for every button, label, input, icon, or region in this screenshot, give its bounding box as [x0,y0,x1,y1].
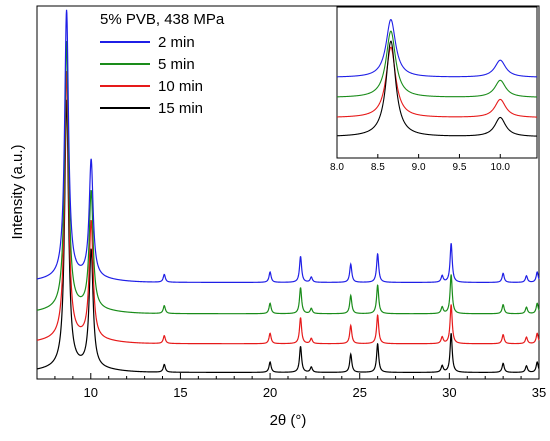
inset-x-axis: 8.0 8.5 9.0 9.5 10.0 [330,154,510,173]
inset-line-10-min [336,46,538,118]
inset-x-tick-label: 9.5 [452,162,466,173]
inset-line-5-min [336,30,538,98]
series-line-5-min [36,41,540,315]
inset-x-tick-label: 10.0 [491,162,511,173]
inset-series-layer [336,18,538,137]
series-layer [36,9,540,373]
legend-entries: 2 min 5 min 10 min 15 min [100,34,203,117]
inset-line-15-min [336,40,538,137]
inset-x-tick-label: 8.5 [371,162,385,173]
x-axis: 10 15 20 25 30 35 [54,373,546,400]
x-tick-label: 20 [263,385,277,400]
legend-label: 15 min [158,100,203,117]
legend-label: 10 min [158,78,203,95]
x-tick-label: 35 [532,385,546,400]
legend-label: 2 min [158,34,195,51]
series-line-10-min [36,71,540,345]
inset-x-tick-label: 9.0 [412,162,426,173]
x-axis-title: 2θ (°) [270,412,307,429]
legend: 5% PVB, 438 MPa 2 min 5 min 10 min 15 min [100,11,225,117]
inset-x-tick-label: 8.0 [330,162,344,173]
x-tick-label: 10 [84,385,98,400]
inset-chart: 8.0 8.5 9.0 9.5 10.0 [330,6,538,173]
series-line-2-min [36,9,540,283]
inset-line-2-min [336,18,538,78]
legend-label: 5 min [158,56,195,73]
x-tick-label: 25 [352,385,366,400]
y-axis-title: Intensity (a.u.) [9,144,26,239]
x-tick-label: 15 [173,385,187,400]
inset-frame [336,6,538,159]
legend-title: 5% PVB, 438 MPa [100,11,225,28]
series-line-15-min [36,99,540,373]
x-tick-label: 30 [442,385,456,400]
